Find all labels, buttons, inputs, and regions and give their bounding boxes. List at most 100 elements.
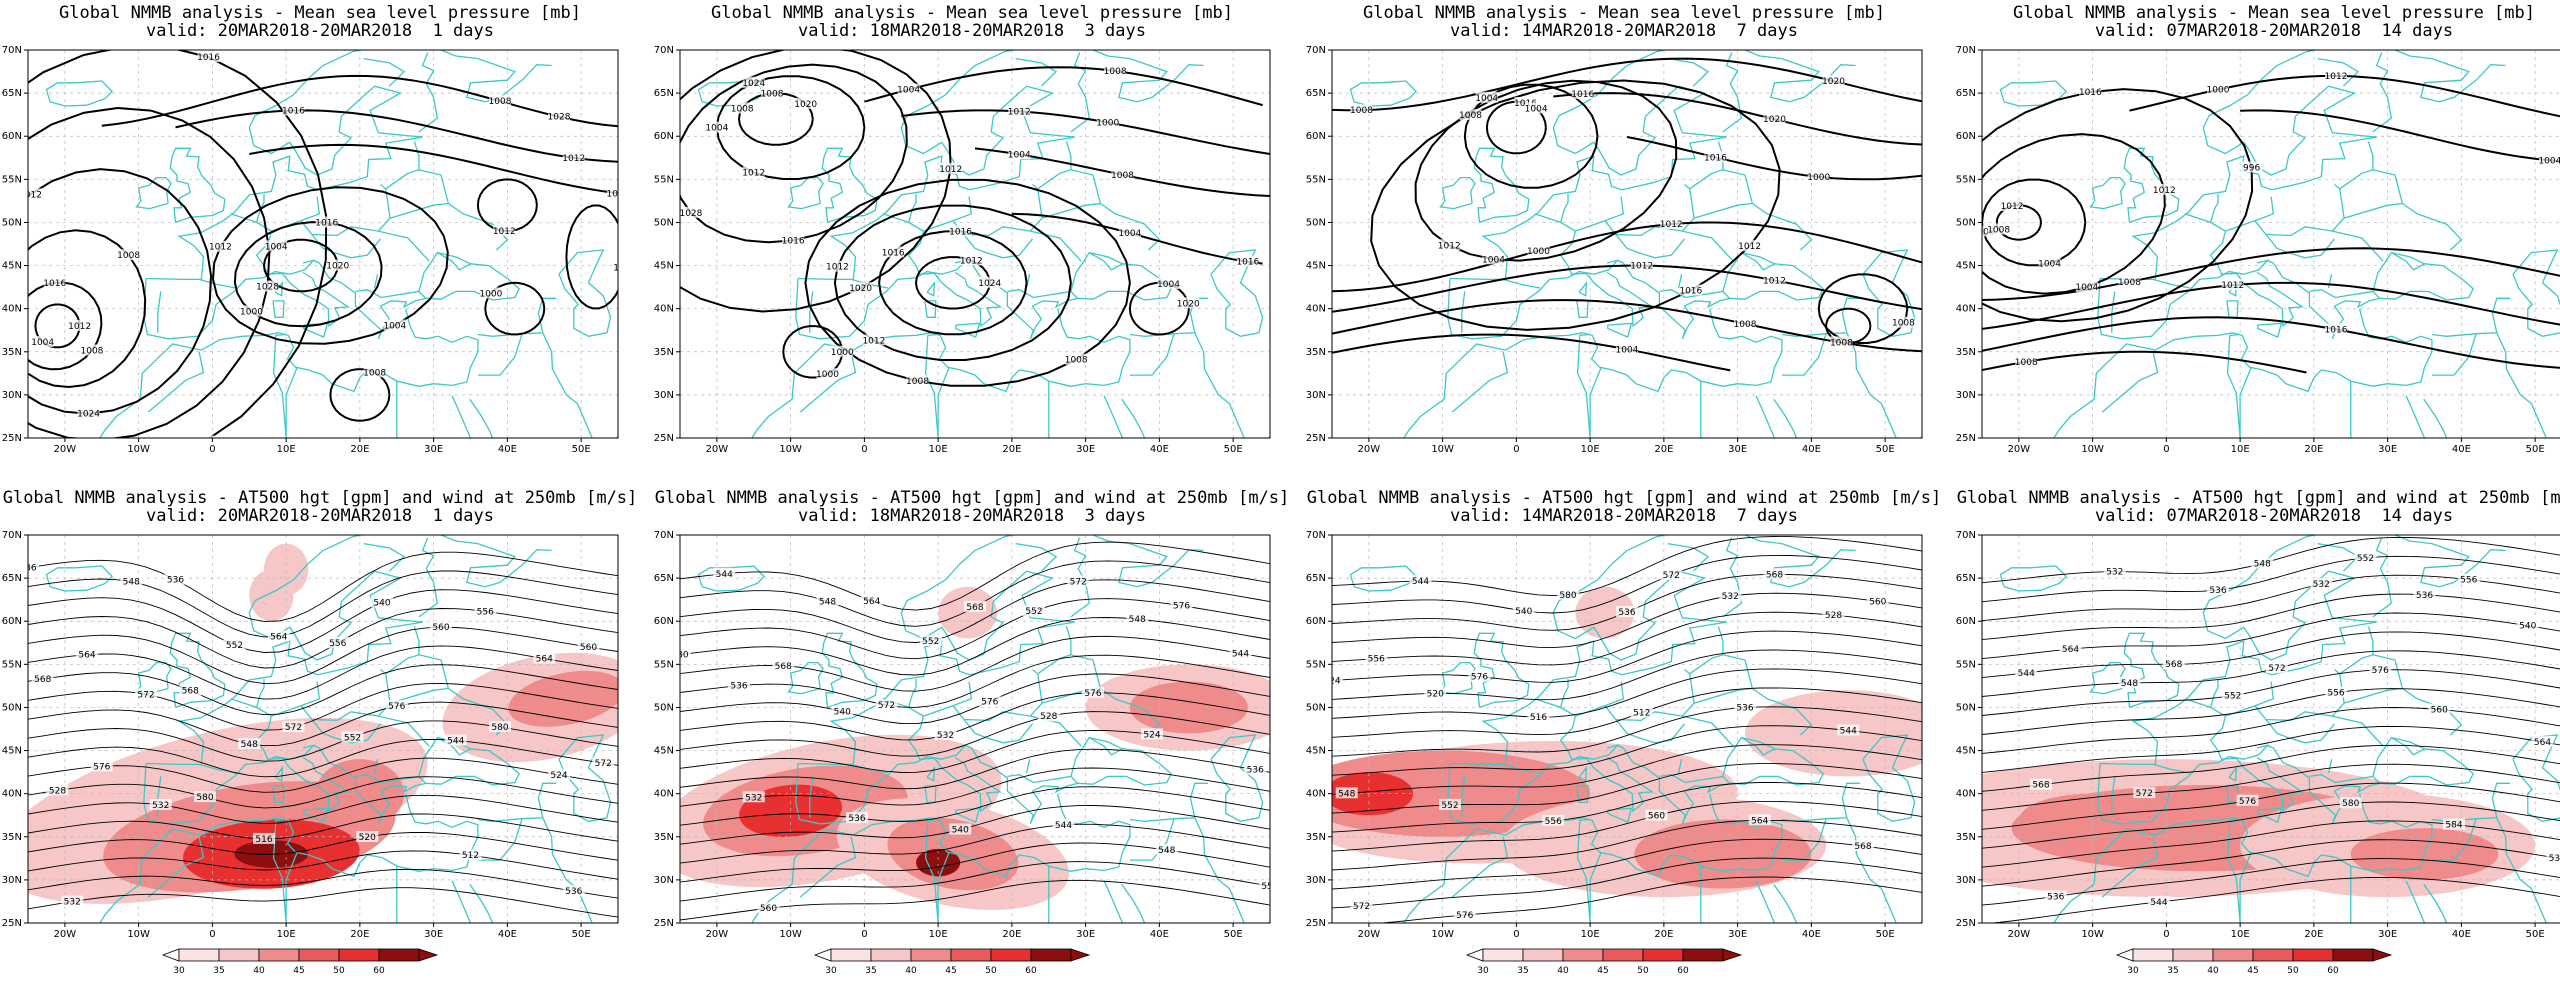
colorbar-swatch (219, 949, 259, 961)
contour-value-label: 1016 (782, 236, 805, 246)
longitude-tick-label: 50E (1224, 929, 1243, 940)
longitude-tick-label: 50E (1876, 444, 1895, 455)
contour-value-label: 568 (2165, 660, 2182, 670)
contour-value-label: 556 (477, 607, 494, 617)
latitude-tick-label: 60N (1306, 131, 1326, 142)
contour-value-label: 560 (2431, 705, 2448, 715)
latitude-tick-label: 30N (654, 875, 674, 886)
latitude-tick-label: 65N (1306, 88, 1326, 99)
latitude-tick-label: 55N (2, 659, 22, 670)
colorbar-swatch (1563, 949, 1603, 961)
contour-value-label: 552 (226, 641, 243, 651)
colorbar-tick-label: 45 (293, 966, 304, 976)
contour-value-label: 564 (270, 633, 287, 643)
contour-value-label: 548 (2121, 679, 2138, 689)
panel-title-block: Global NMMB analysis - AT500 hgt [gpm] a… (1954, 489, 2560, 525)
contour-value-label: 1008 (81, 346, 104, 356)
contour-value-label: 568 (1766, 570, 1783, 580)
latitude-tick-label: 30N (2, 875, 22, 886)
contour-value-label: 548 (1129, 615, 1146, 625)
map-canvas: 1020102410281020102410161012100810041000… (652, 50, 1282, 498)
contour-value-label: 1008 (363, 368, 386, 378)
latitude-tick-label: 65N (1956, 573, 1976, 584)
longitude-tick-label: 20W (2008, 444, 2031, 455)
contour-value-label: 572 (137, 690, 154, 700)
latitude-tick-label: 65N (2, 88, 22, 99)
contour-line (1332, 335, 1730, 371)
colorbar-tick-label: 30 (825, 966, 837, 976)
latitude-tick-label: 60N (1306, 616, 1326, 627)
contour-value-label: 560 (432, 623, 449, 633)
map-frame (1982, 50, 2560, 438)
contour-value-label: 544 (716, 570, 733, 580)
latitude-tick-label: 35N (1956, 347, 1976, 358)
contour-value-label: 544 (1840, 726, 1857, 736)
contour-value-label: 572 (878, 701, 895, 711)
contour-value-label: 556 (1368, 655, 1385, 665)
contour-value-label: 1020 (794, 100, 817, 110)
latitude-tick-label: 65N (1306, 573, 1326, 584)
latitude-tick-label: 50N (1956, 702, 1976, 713)
colorbar-tick-label: 50 (333, 966, 345, 976)
contour-value-label: 532 (745, 793, 762, 803)
panel-valid-period: valid: 07MAR2018-20MAR2018 14 days (1954, 507, 2560, 525)
map-body: 1020102410281020102410161012100810041000… (631, 41, 1278, 481)
longitude-tick-label: 0 (209, 929, 215, 940)
contour-value-label: 1020 (1822, 77, 1845, 87)
panel-title: Global NMMB analysis - AT500 hgt [gpm] a… (652, 489, 1292, 507)
contour-value-label: 1004 (1616, 345, 1639, 355)
contour-value-label: 532 (64, 898, 81, 908)
latitude-tick-label: 45N (1306, 261, 1326, 272)
colorbar-tick-label: 45 (1597, 966, 1608, 976)
longitude-tick-label: 0 (1513, 444, 1519, 455)
contour-value-label: 1004 (1008, 150, 1031, 160)
latitude-tick-label: 50N (1306, 217, 1326, 228)
contour-value-label: 1012 (1630, 262, 1653, 272)
longitude-tick-label: 30E (1728, 929, 1747, 940)
contour-value-label: 1016 (1704, 153, 1727, 163)
panel-valid-period: valid: 18MAR2018-20MAR2018 3 days (652, 507, 1292, 525)
contour-value-label: 568 (966, 603, 983, 613)
contour-value-label: 528 (1040, 712, 1057, 722)
latitude-tick-label: 60N (2, 616, 22, 627)
contour-value-label: 1000 (1807, 173, 1830, 183)
longitude-tick-label: 0 (861, 929, 867, 940)
contour-value-label: 1028 (679, 209, 702, 219)
contour-value-label: 564 (78, 651, 95, 661)
longitude-tick-label: 50E (1876, 929, 1895, 940)
latitude-tick-label: 30N (1306, 390, 1326, 401)
panel-title-block: Global NMMB analysis - AT500 hgt [gpm] a… (1304, 489, 1944, 525)
contour-value-label: 1008 (906, 377, 929, 387)
latitude-tick-label: 40N (654, 789, 674, 800)
longitude-tick-label: 0 (861, 444, 867, 455)
longitude-tick-label: 20E (2304, 929, 2323, 940)
contour-value-label: 1020 (0, 314, 11, 324)
contour-value-label: 1012 (2001, 202, 2024, 212)
contour-value-label: 520 (359, 833, 376, 843)
contour-value-label: 1012 (2153, 186, 2176, 196)
latitude-tick-label: 50N (1306, 702, 1326, 713)
latitude-tick-label: 70N (654, 530, 674, 541)
longitude-tick-label: 10E (929, 444, 948, 455)
contour-value-label: 564 (1751, 816, 1768, 826)
contour-value-label: 556 (329, 639, 346, 649)
contour-value-label: 552 (344, 733, 361, 743)
contour-value-label: 1016 (197, 53, 220, 63)
contour-line (1332, 223, 1922, 292)
contour-value-label: 540 (1515, 607, 1532, 617)
colorbar-tick-label: 40 (253, 966, 265, 976)
panel-valid-period: valid: 14MAR2018-20MAR2018 7 days (1304, 507, 1944, 525)
colorbar-tick-label: 30 (173, 966, 185, 976)
latitude-tick-label: 40N (2, 304, 22, 315)
contour-value-label: 536 (167, 576, 184, 586)
contour-value-label: 1004 (1118, 229, 1141, 239)
colorbar-tick-label: 40 (2207, 966, 2219, 976)
panel-valid-period: valid: 14MAR2018-20MAR2018 7 days (1304, 22, 1944, 40)
contour-value-label: 1012 (1438, 241, 1461, 251)
contour-value-label: 1020 (849, 284, 872, 294)
longitude-tick-label: 40E (2452, 929, 2471, 940)
contour-value-label: 540 (952, 826, 969, 836)
contour-value-label: 536 (2047, 892, 2064, 902)
